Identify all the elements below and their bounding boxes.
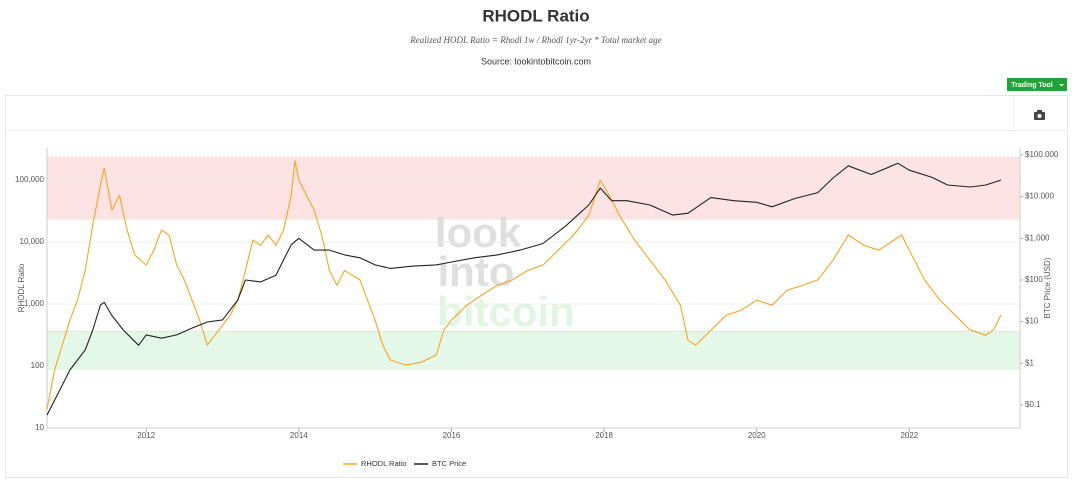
y2-tick-label: $100.000 [1025, 150, 1059, 159]
y2-tick-label: $10 [1025, 317, 1039, 326]
y-tick-label: 100,000 [15, 175, 44, 184]
series-line [46, 160, 1002, 410]
x-tick-label: 2022 [900, 431, 918, 440]
x-tick-label: 2014 [290, 431, 308, 440]
watermark: look [435, 209, 522, 256]
y2-tick-label: $0.1 [1025, 400, 1041, 409]
chart-title: RHODL Ratio [482, 6, 589, 25]
y-axis-label: RHODL Ratio [17, 263, 26, 312]
y2-tick-label: $1 [1025, 358, 1034, 367]
x-tick-label: 2016 [443, 431, 461, 440]
source: Source: lookintobitcoin.com [481, 56, 591, 66]
trading-tool-button[interactable]: Trading Tool [1007, 78, 1067, 91]
plot: lookintobitcoin 10 100 1,000 10,000 100,000 $0… [15, 148, 1059, 468]
chart-subtitle: Realized HODL Ratio = Rhodl 1w / Rhodl 1… [409, 35, 661, 45]
camera-button[interactable] [1034, 110, 1045, 120]
y-tick-label: 100 [31, 361, 45, 370]
y2-tick-label: $1,000 [1025, 233, 1050, 242]
y2-axis-label: BTC Price (USD) [1043, 257, 1052, 318]
camera-top[interactable] [1037, 110, 1042, 113]
legend-label: RHODL Ratio [361, 459, 407, 468]
watermark: into [438, 248, 515, 295]
x-tick-label: 2020 [748, 431, 766, 440]
y2-tick-label: $10.000 [1025, 192, 1054, 201]
watermark: bitcoin [437, 288, 575, 335]
x-tick-label: 2012 [137, 431, 155, 440]
y-tick-label: 10 [35, 423, 44, 432]
chart-container [5, 95, 1068, 478]
x-tick-label: 2018 [595, 431, 613, 440]
zone-band [47, 331, 1020, 370]
zone-band [47, 157, 1020, 220]
y2-tick-label: $100 [1025, 275, 1043, 284]
legend-label: BTC Price [432, 459, 466, 468]
camera-lens[interactable] [1037, 114, 1042, 118]
y-tick-label: 10,000 [20, 237, 45, 246]
button-label[interactable]: Trading Tool [1011, 82, 1053, 89]
y-tick-label: 1,000 [24, 299, 45, 308]
button-bg[interactable] [1007, 78, 1067, 91]
button-caret[interactable] [1059, 84, 1064, 87]
series-line [46, 162, 1002, 416]
